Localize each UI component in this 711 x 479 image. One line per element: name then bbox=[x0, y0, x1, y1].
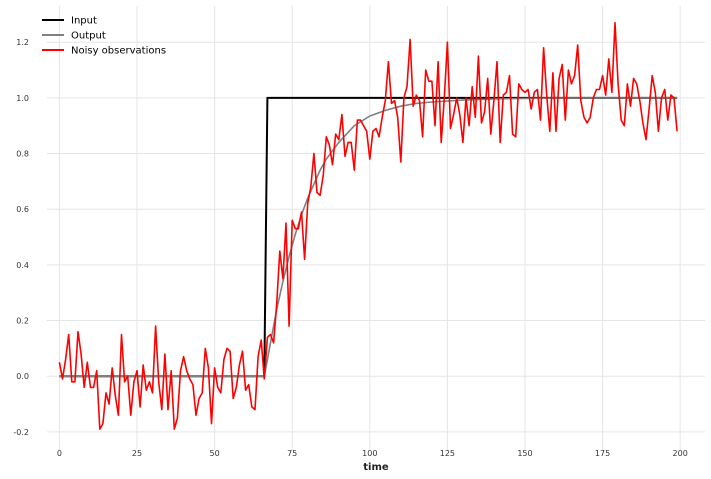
y-tick-label: 0.2 bbox=[16, 317, 29, 326]
legend: Input Output Noisy observations bbox=[42, 16, 166, 57]
x-axis-label: time bbox=[363, 462, 389, 473]
legend-label-output: Output bbox=[71, 31, 106, 42]
y-tick-label: 0.4 bbox=[16, 261, 29, 270]
y-tick-label: 0.8 bbox=[16, 150, 29, 159]
x-tick-label: 50 bbox=[210, 449, 220, 458]
series-line-noisy-observations bbox=[58, 21, 678, 430]
legend-label-input: Input bbox=[71, 16, 97, 27]
legend-label-noisy-observations: Noisy observations bbox=[71, 46, 166, 57]
x-tick-label: 0 bbox=[57, 449, 62, 458]
x-tick-label: 175 bbox=[595, 449, 610, 458]
y-tick-label: -0.2 bbox=[13, 428, 29, 437]
x-tick-label: 100 bbox=[362, 449, 377, 458]
x-tick-label: 25 bbox=[132, 449, 142, 458]
y-tick-label: 0.0 bbox=[16, 372, 29, 381]
x-tick-label: 150 bbox=[517, 449, 532, 458]
plot-area bbox=[58, 21, 678, 430]
y-tick-label: 1.2 bbox=[16, 38, 29, 47]
series-line-output bbox=[59, 97, 678, 378]
x-tick-label: 75 bbox=[287, 449, 297, 458]
y-tick-label: 0.6 bbox=[16, 205, 29, 214]
y-tick-label: 1.0 bbox=[16, 94, 29, 103]
x-tick-label: 125 bbox=[440, 449, 455, 458]
tick-labels: 0 25 50 75 100 125 150 175 200 -0.2 0.0 0.2 0.4 0.6 0.… bbox=[13, 38, 687, 458]
x-tick-label: 200 bbox=[673, 449, 688, 458]
